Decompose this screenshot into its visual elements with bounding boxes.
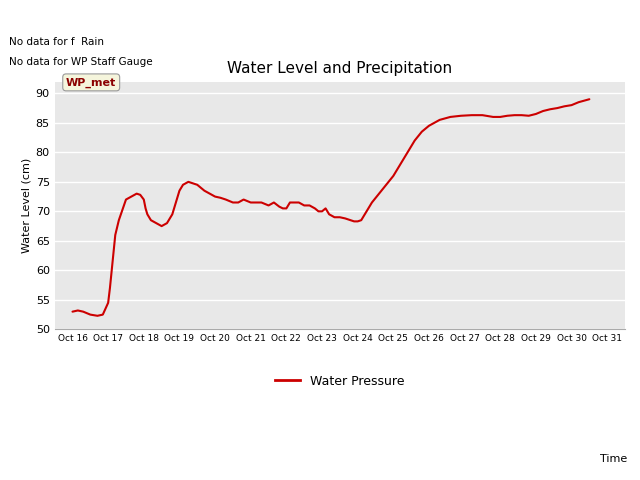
Y-axis label: Water Level (cm): Water Level (cm) — [22, 158, 31, 253]
Text: No data for WP Staff Gauge: No data for WP Staff Gauge — [9, 57, 153, 67]
Title: Water Level and Precipitation: Water Level and Precipitation — [227, 61, 452, 76]
Text: Time: Time — [600, 454, 627, 464]
Legend: Water Pressure: Water Pressure — [270, 370, 410, 393]
Text: No data for f  Rain: No data for f Rain — [9, 37, 104, 47]
Text: WP_met: WP_met — [66, 77, 116, 87]
